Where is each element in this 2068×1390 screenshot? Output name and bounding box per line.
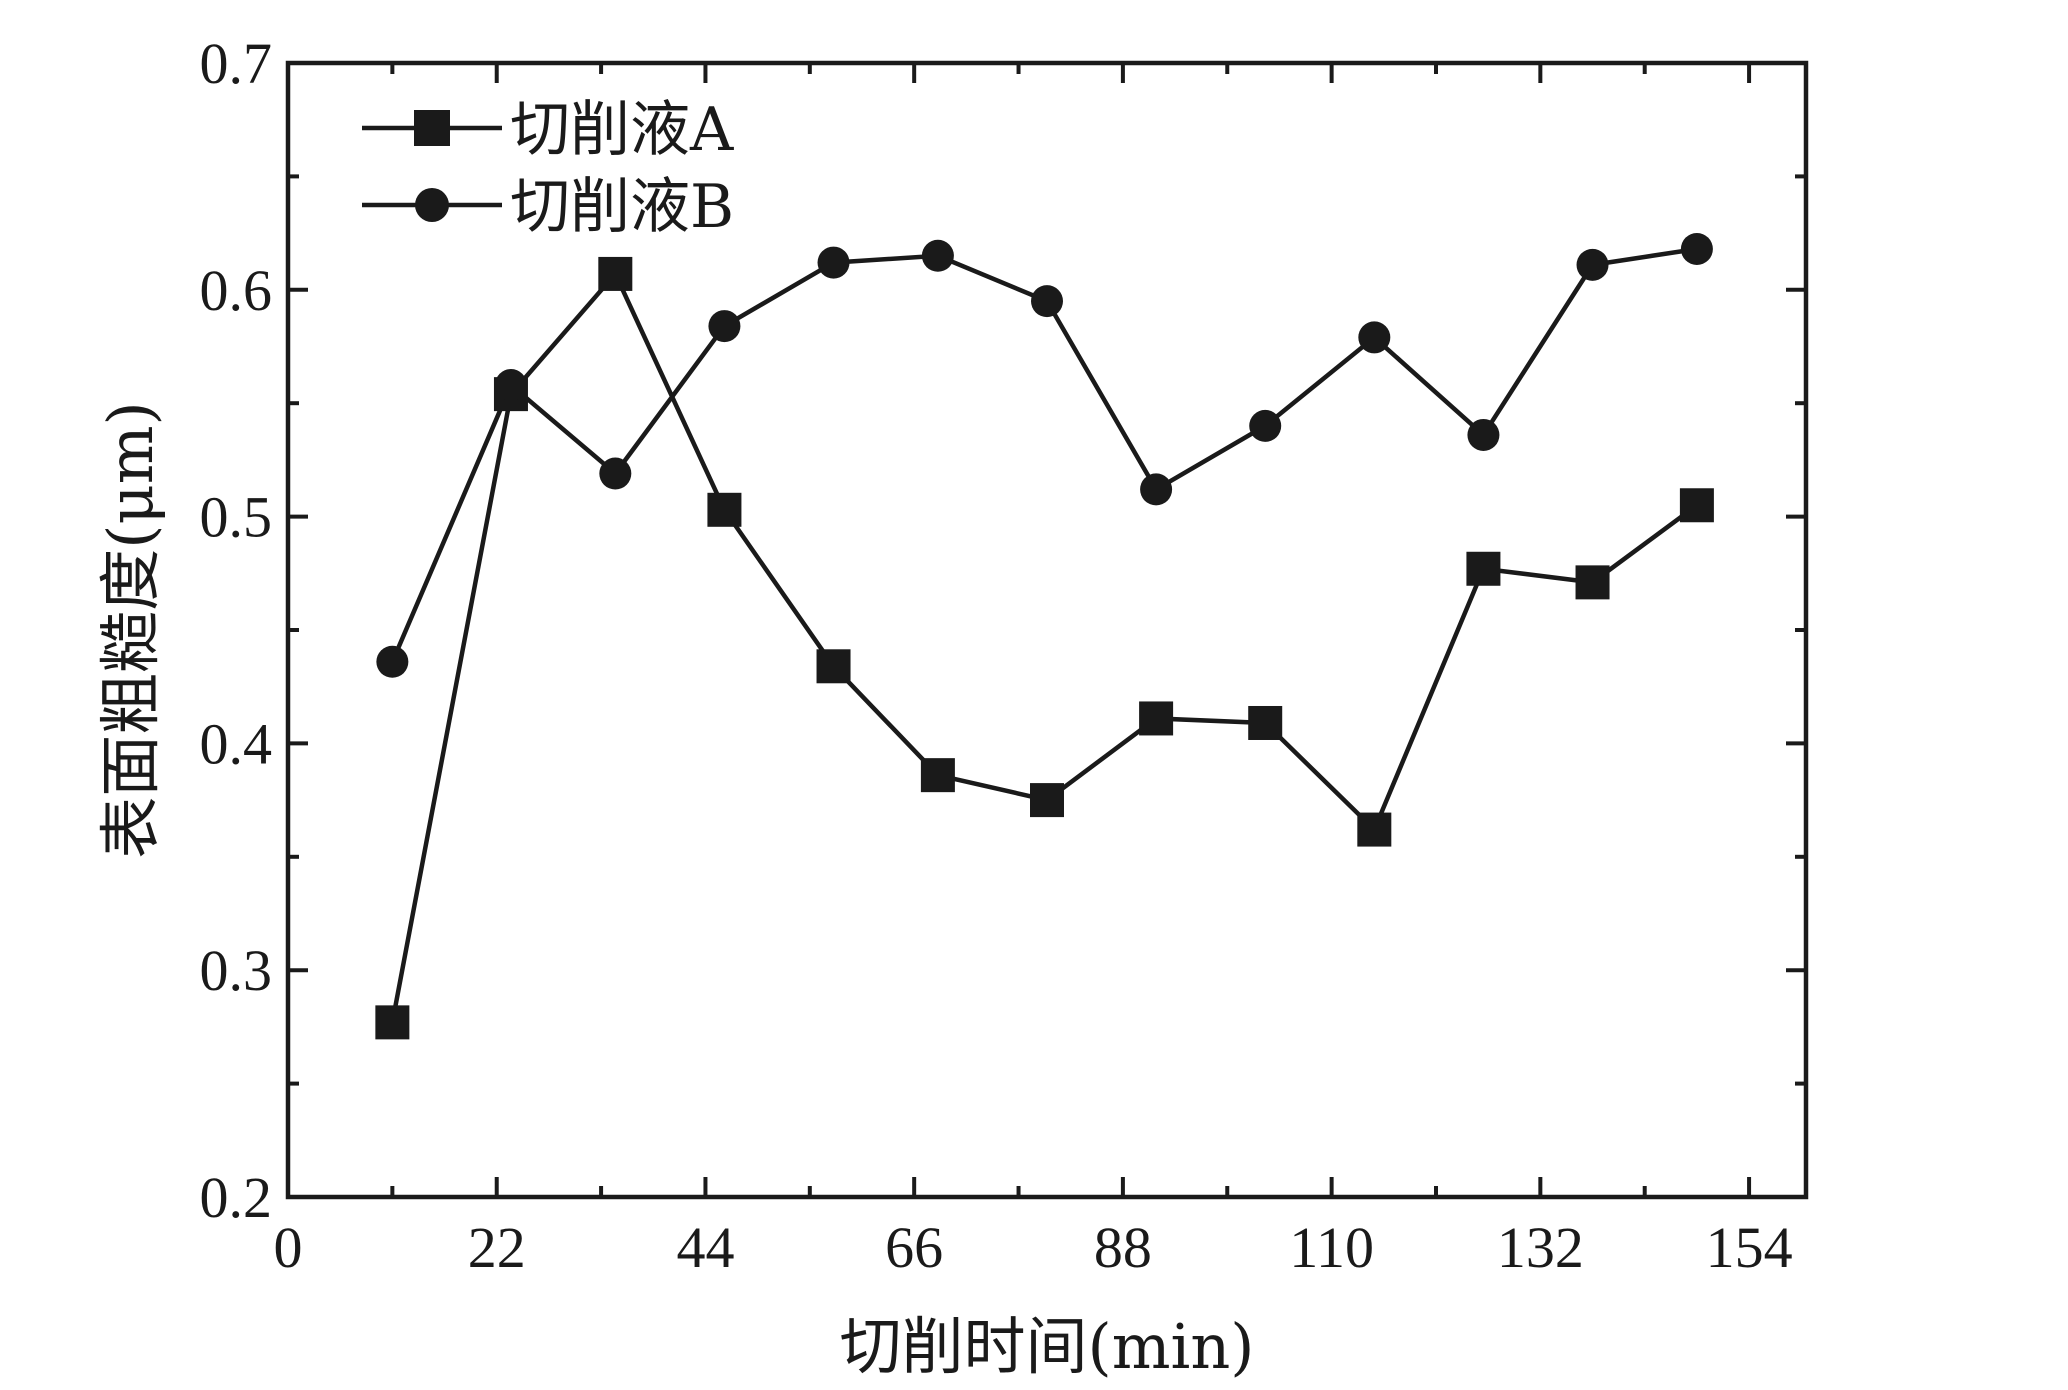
x-tick-label: 88: [1094, 1215, 1152, 1280]
legend-marker-square: [414, 110, 450, 146]
x-tick-label: 44: [676, 1215, 734, 1280]
data-point-b: [494, 369, 527, 402]
y-axis-title: 表面粗糙度(μm): [94, 401, 167, 858]
data-point-b: [708, 310, 741, 343]
series-line-a: [390, 269, 1699, 1023]
legend-marker-circle: [415, 188, 449, 222]
x-tick-label: 22: [468, 1215, 526, 1280]
legend-label-b: 切削液B: [510, 172, 734, 242]
series-markers: [375, 232, 1714, 1040]
legend-entry-a: 切削液A: [362, 95, 734, 165]
data-point-b: [817, 246, 850, 279]
data-point-b: [921, 239, 954, 272]
data-point-b: [1576, 248, 1609, 281]
data-point-a: [1030, 783, 1064, 818]
data-point-a: [1679, 488, 1714, 523]
data-point-a: [920, 758, 955, 793]
data-point-a: [1575, 565, 1610, 600]
data-point-a: [816, 649, 851, 684]
x-tick-labels: 0 22 44 66 88 110 132 154: [274, 1215, 1793, 1280]
data-point-b: [1467, 418, 1500, 451]
data-point-a: [598, 256, 633, 291]
y-tick-labels: 0.2 0.3 0.4 0.5 0.6 0.7: [200, 31, 273, 1230]
data-point-a: [707, 492, 742, 527]
plot-area-frame: [285, 60, 1809, 1200]
data-point-a: [1466, 551, 1501, 586]
data-point-a: [1357, 812, 1392, 847]
y-tick-label: 0.2: [200, 1165, 273, 1230]
y-tick-label: 0.6: [200, 258, 273, 323]
y-tick-label: 0.5: [200, 485, 273, 550]
x-axis-title: 切削时间(min): [840, 1310, 1255, 1383]
x-tick-label: 66: [885, 1215, 943, 1280]
data-point-b: [1680, 232, 1713, 265]
data-point-b: [1031, 285, 1063, 318]
data-point-b: [1358, 321, 1391, 354]
data-point-b: [376, 645, 409, 678]
x-tick-label: 0: [274, 1215, 303, 1280]
data-point-b: [1249, 409, 1282, 442]
data-point-a: [1139, 701, 1174, 736]
legend-entry-b: 切削液B: [362, 172, 734, 242]
x-tick-label: 132: [1497, 1215, 1584, 1280]
x-tick-label: 154: [1706, 1215, 1793, 1280]
data-point-b: [1140, 473, 1173, 506]
data-point-a: [1248, 705, 1283, 740]
y-tick-label: 0.4: [200, 711, 273, 776]
legend: 切削液A 切削液B: [362, 95, 734, 242]
y-tick-label: 0.7: [200, 31, 273, 96]
data-point-b: [599, 457, 632, 490]
data-point-a: [375, 1005, 410, 1040]
x-tick-label: 110: [1289, 1215, 1374, 1280]
legend-label-a: 切削液A: [510, 95, 734, 165]
series-lines: [390, 246, 1699, 1023]
y-tick-label: 0.3: [200, 938, 273, 1003]
